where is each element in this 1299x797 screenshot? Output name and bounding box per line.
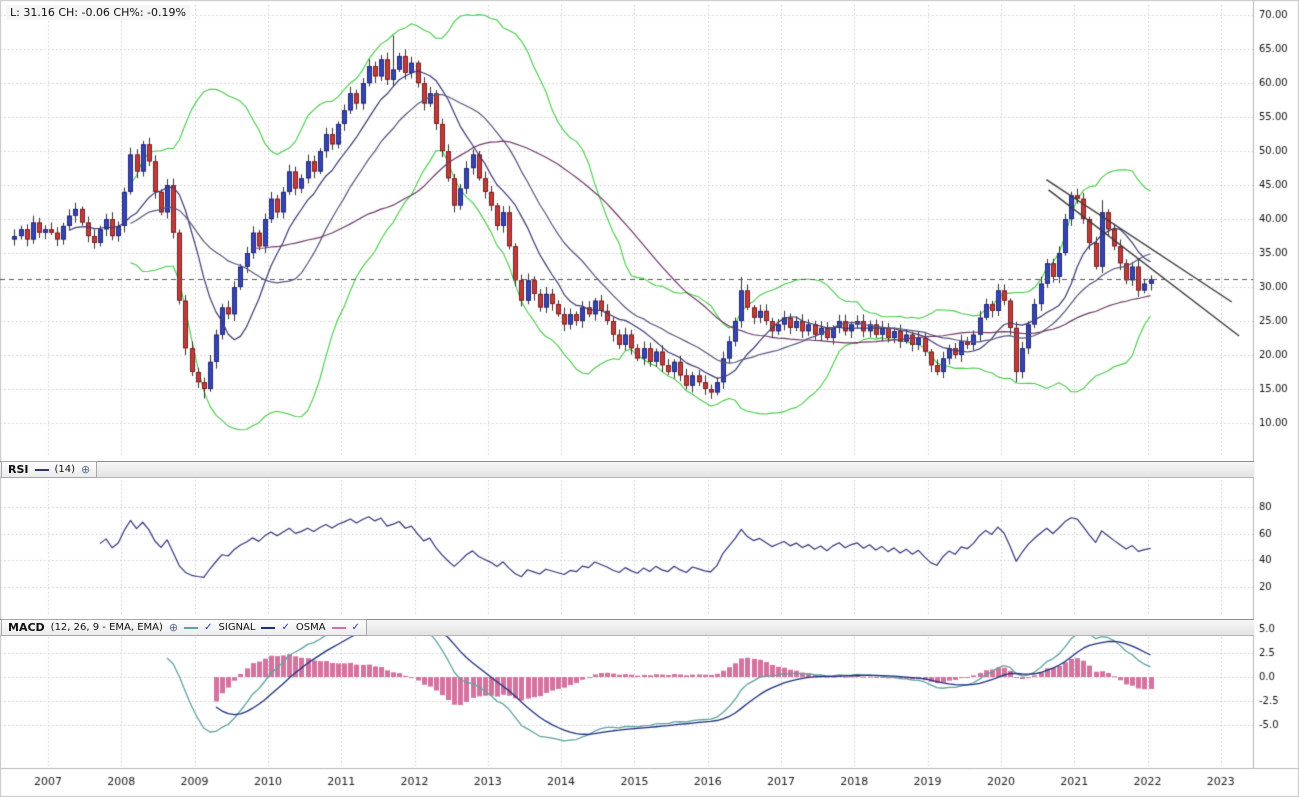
rsi-params: (14) (54, 464, 76, 475)
osma-bar-sample (331, 626, 346, 629)
macd-visibility-checkbox[interactable]: ✓ (204, 622, 213, 633)
macd-legend: MACD (12, 26, 9 - EMA, EMA) ⊕ ✓ SIGNAL ✓… (1, 619, 367, 636)
rsi-properties-icon[interactable]: ⊕ (81, 463, 91, 476)
macd-properties-icon[interactable]: ⊕ (168, 621, 179, 634)
last-price-readout: L: 31.16 CH: -0.06 CH%: -0.19% (6, 5, 190, 20)
signal-label: SIGNAL (218, 622, 256, 633)
macd-line-sample (184, 626, 199, 629)
macd-params: (12, 26, 9 - EMA, EMA) (50, 622, 163, 633)
signal-line-sample (261, 626, 276, 629)
rsi-panel-header: RSI (14) ⊕ (0, 461, 1254, 478)
osma-label: OSMA (295, 622, 326, 633)
quote-text: L: 31.16 CH: -0.06 CH%: -0.19% (10, 6, 186, 19)
macd-title: MACD (8, 621, 45, 634)
macd-panel-header: MACD (12, 26, 9 - EMA, EMA) ⊕ ✓ SIGNAL ✓… (0, 619, 1254, 636)
osma-visibility-checkbox[interactable]: ✓ (351, 622, 360, 633)
rsi-line-sample (34, 468, 49, 471)
rsi-legend: RSI (14) ⊕ (1, 461, 98, 478)
signal-visibility-checkbox[interactable]: ✓ (281, 622, 290, 633)
rsi-title: RSI (8, 463, 29, 476)
